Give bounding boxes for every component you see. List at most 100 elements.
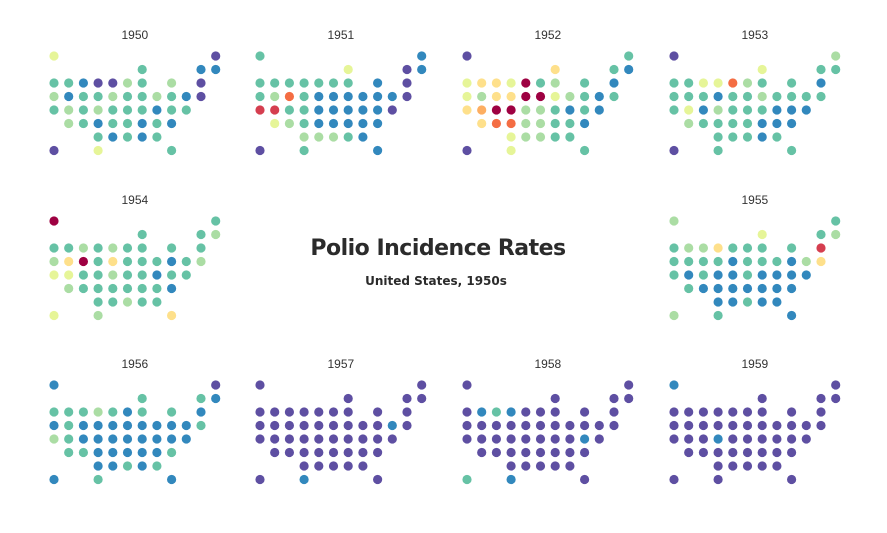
state-dot-oh[interactable] <box>757 256 767 267</box>
state-dot-nd[interactable] <box>506 78 516 88</box>
state-dot-va[interactable] <box>772 105 782 115</box>
state-dot-sc[interactable] <box>152 283 162 294</box>
state-dot-mt[interactable] <box>698 407 709 417</box>
state-dot-ms[interactable] <box>742 132 753 142</box>
state-dot-hi[interactable] <box>49 145 59 156</box>
state-dot-co[interactable] <box>78 434 88 444</box>
state-dot-me[interactable] <box>211 216 221 226</box>
state-dot-ok[interactable] <box>506 132 516 142</box>
state-dot-wv[interactable] <box>137 270 147 280</box>
state-dot-vt[interactable] <box>816 229 826 240</box>
state-dot-ma[interactable] <box>816 407 826 417</box>
state-dot-wy[interactable] <box>698 256 709 267</box>
state-dot-al[interactable] <box>137 132 147 142</box>
state-dot-va[interactable] <box>152 434 162 444</box>
state-dot-vt[interactable] <box>196 393 206 404</box>
state-dot-md[interactable] <box>787 434 797 444</box>
state-dot-oh[interactable] <box>550 91 560 102</box>
state-dot-ri[interactable] <box>609 420 619 431</box>
state-dot-ak[interactable] <box>49 380 59 390</box>
state-dot-de[interactable] <box>181 105 191 115</box>
state-dot-ca[interactable] <box>669 270 679 280</box>
state-dot-wi[interactable] <box>757 393 767 404</box>
state-dot-ct[interactable] <box>594 420 604 431</box>
state-dot-mi[interactable] <box>757 243 767 253</box>
state-dot-nh[interactable] <box>211 64 221 75</box>
state-dot-nm[interactable] <box>698 283 709 294</box>
state-dot-wa[interactable] <box>49 243 59 253</box>
state-dot-fl[interactable] <box>167 310 177 321</box>
state-dot-az[interactable] <box>64 447 74 458</box>
state-dot-sd[interactable] <box>506 420 516 431</box>
state-dot-nc[interactable] <box>550 118 560 129</box>
state-dot-wa[interactable] <box>669 243 679 253</box>
state-dot-ia[interactable] <box>108 420 118 431</box>
state-dot-al[interactable] <box>137 297 147 307</box>
state-dot-de[interactable] <box>181 434 191 444</box>
state-dot-vt[interactable] <box>816 64 826 75</box>
state-dot-az[interactable] <box>270 447 280 458</box>
state-dot-ar[interactable] <box>108 283 118 294</box>
state-dot-nd[interactable] <box>93 243 103 253</box>
state-dot-fl[interactable] <box>787 474 797 485</box>
state-dot-ne[interactable] <box>713 270 723 280</box>
state-dot-fl[interactable] <box>787 310 797 321</box>
state-dot-ky[interactable] <box>122 434 133 444</box>
state-dot-ks[interactable] <box>93 283 103 294</box>
state-dot-ut[interactable] <box>64 434 74 444</box>
state-dot-mo[interactable] <box>728 434 738 444</box>
state-dot-ok[interactable] <box>93 132 103 142</box>
state-dot-ny[interactable] <box>580 78 590 88</box>
state-dot-nc[interactable] <box>343 118 353 129</box>
state-dot-de[interactable] <box>387 434 397 444</box>
state-dot-sd[interactable] <box>713 256 723 267</box>
state-dot-dc[interactable] <box>167 283 177 294</box>
state-dot-or[interactable] <box>255 420 265 431</box>
state-dot-ne[interactable] <box>713 434 723 444</box>
state-dot-ct[interactable] <box>181 420 191 431</box>
state-dot-wy[interactable] <box>698 420 709 431</box>
state-dot-nd[interactable] <box>713 243 723 253</box>
state-dot-nv[interactable] <box>64 256 74 267</box>
state-dot-ak[interactable] <box>462 51 472 61</box>
state-dot-az[interactable] <box>684 118 694 129</box>
state-dot-ma[interactable] <box>196 243 206 253</box>
state-dot-ca[interactable] <box>255 434 265 444</box>
state-dot-nv[interactable] <box>270 91 280 102</box>
state-dot-il[interactable] <box>535 407 546 417</box>
state-dot-wa[interactable] <box>462 407 472 417</box>
state-dot-la[interactable] <box>728 132 738 142</box>
state-dot-wv[interactable] <box>757 105 767 115</box>
state-dot-dc[interactable] <box>167 447 177 458</box>
state-dot-hi[interactable] <box>669 310 679 321</box>
state-dot-ky[interactable] <box>535 434 546 444</box>
state-dot-mn[interactable] <box>521 78 531 88</box>
state-dot-ca[interactable] <box>49 105 59 115</box>
state-dot-ut[interactable] <box>64 105 74 115</box>
state-dot-ar[interactable] <box>728 447 738 458</box>
state-dot-mi[interactable] <box>343 407 353 417</box>
state-dot-pa[interactable] <box>152 256 162 267</box>
state-dot-az[interactable] <box>684 283 694 294</box>
state-dot-vt[interactable] <box>196 229 206 240</box>
state-dot-id[interactable] <box>64 407 74 417</box>
state-dot-ga[interactable] <box>358 461 368 471</box>
state-dot-me[interactable] <box>211 51 221 61</box>
state-dot-nv[interactable] <box>684 91 694 102</box>
state-dot-va[interactable] <box>565 434 575 444</box>
state-dot-mi[interactable] <box>137 243 147 253</box>
state-dot-wa[interactable] <box>49 407 59 417</box>
state-dot-dc[interactable] <box>373 118 383 129</box>
state-dot-ak[interactable] <box>669 51 679 61</box>
state-dot-mo[interactable] <box>521 434 531 444</box>
state-dot-ny[interactable] <box>787 243 797 253</box>
state-dot-ny[interactable] <box>787 78 797 88</box>
state-dot-va[interactable] <box>152 270 162 280</box>
state-dot-md[interactable] <box>167 270 177 280</box>
state-dot-sc[interactable] <box>565 447 575 458</box>
state-dot-md[interactable] <box>167 105 177 115</box>
state-dot-nv[interactable] <box>684 420 694 431</box>
state-dot-il[interactable] <box>742 78 753 88</box>
state-dot-al[interactable] <box>343 132 353 142</box>
state-dot-co[interactable] <box>78 270 88 280</box>
